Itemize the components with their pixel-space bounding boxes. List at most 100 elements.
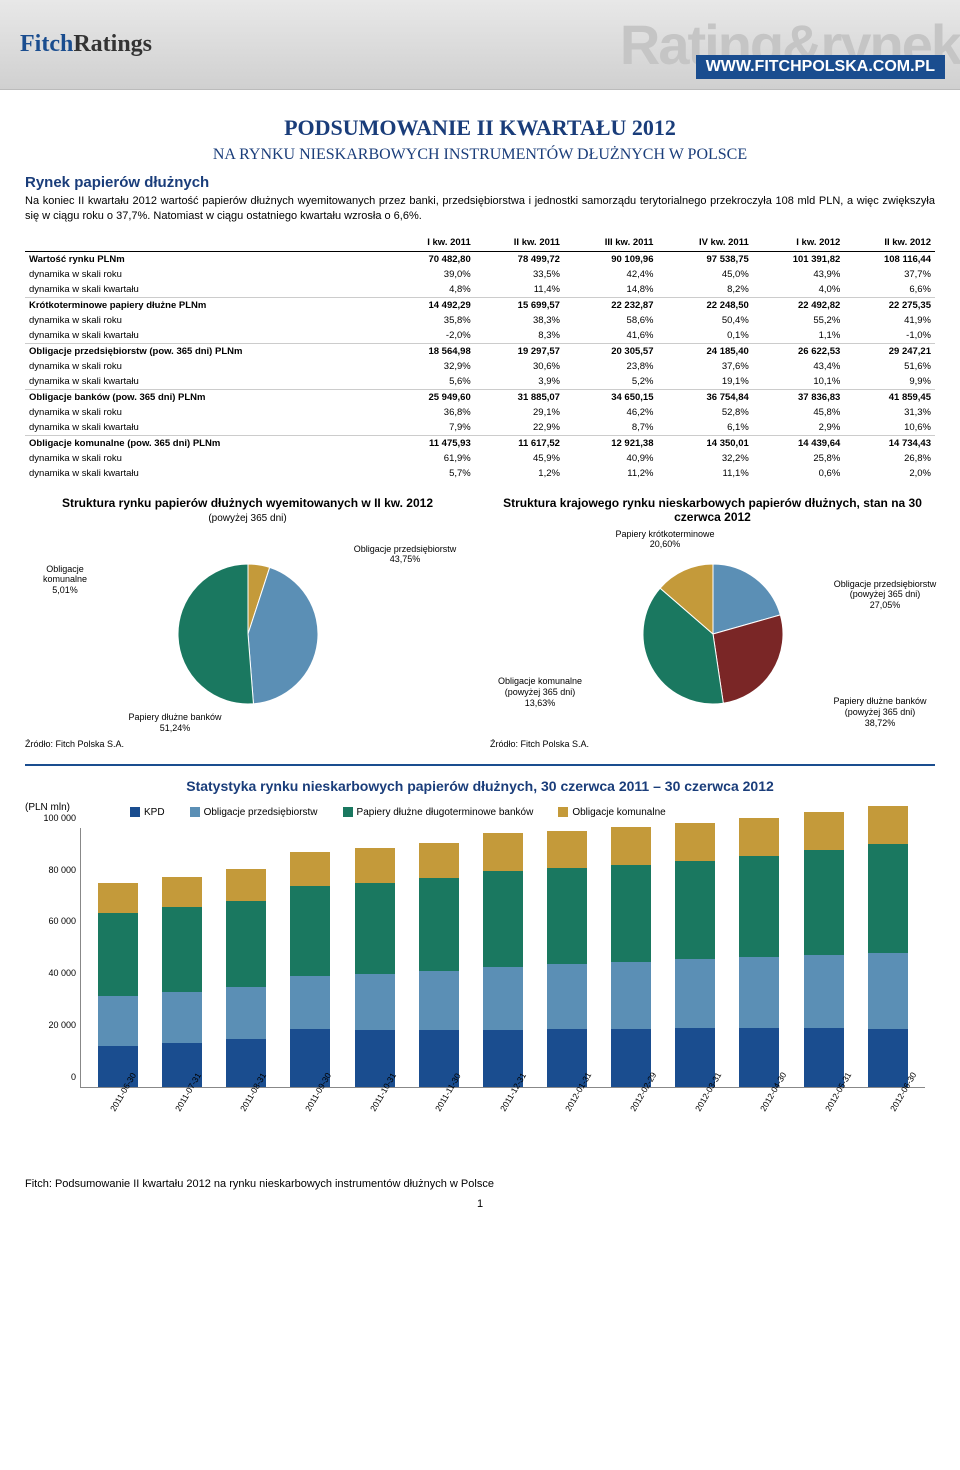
- table-row: dynamika w skali kwartału5,7%1,2%11,2%11…: [25, 466, 935, 481]
- table-row: dynamika w skali kwartału4,8%11,4%14,8%8…: [25, 282, 935, 298]
- source-left: Źródło: Fitch Polska S.A.: [25, 739, 470, 749]
- bar-segment: [162, 992, 202, 1043]
- table-header: II kw. 2011: [475, 234, 564, 252]
- bar-segment: [98, 913, 138, 996]
- y-tick: 20 000: [31, 1020, 76, 1030]
- bar-group: [162, 877, 202, 1087]
- bar-segment: [290, 976, 330, 1029]
- section-heading: Rynek papierów dłużnych: [25, 174, 935, 191]
- bar-segment: [675, 823, 715, 860]
- fitch-logo: FitchRatings: [20, 31, 152, 58]
- bar-segment: [868, 844, 908, 953]
- bar-group: [355, 848, 395, 1087]
- pie-left-title: Struktura rynku papierów dłużnych wyemit…: [25, 496, 470, 524]
- bar-segment: [611, 827, 651, 864]
- bar-group: [739, 818, 779, 1087]
- barchart-legend: KPDObligacje przedsiębiorstwPapiery dłuż…: [130, 807, 666, 818]
- bar-group: [98, 883, 138, 1087]
- main-subtitle: NA RYNKU NIESKARBOWYCH INSTRUMENTÓW DŁUŻ…: [25, 146, 935, 164]
- table-row: Obligacje banków (pow. 365 dni) PLNm25 9…: [25, 389, 935, 405]
- bar-group: [675, 823, 715, 1086]
- bar-segment: [611, 865, 651, 962]
- barchart-title: Statystyka rynku nieskarbowych papierów …: [25, 778, 935, 794]
- bar-segment: [739, 957, 779, 1029]
- bar-segment: [355, 883, 395, 975]
- table-header: [25, 234, 390, 252]
- main-title: PODSUMOWANIE II KWARTAŁU 2012: [25, 115, 935, 141]
- page-footer: Fitch: Podsumowanie II kwartału 2012 na …: [0, 1178, 960, 1190]
- table-header: I kw. 2011: [390, 234, 475, 252]
- pie-slice-label: Obligacje przedsiębiorstw (powyżej 365 d…: [825, 579, 945, 611]
- bar-segment: [419, 878, 459, 971]
- pie-right: Struktura krajowego rynku nieskarbowych …: [490, 496, 935, 749]
- legend-item: Papiery dłużne długoterminowe banków: [343, 807, 534, 818]
- table-row: dynamika w skali roku39,0%33,5%42,4%45,0…: [25, 267, 935, 282]
- bar-group: [804, 812, 844, 1086]
- intro-text: Na koniec II kwartału 2012 wartość papie…: [25, 194, 935, 224]
- bar-group: [290, 852, 330, 1086]
- bar-segment: [868, 1029, 908, 1087]
- bar-segment: [804, 1028, 844, 1086]
- bar-segment: [98, 996, 138, 1046]
- bar-segment: [804, 850, 844, 955]
- bar-segment: [868, 953, 908, 1029]
- pie-slice-label: Papiery dłużne banków (powyżej 365 dni)3…: [825, 696, 935, 728]
- pie-charts-row: Struktura rynku papierów dłużnych wyemit…: [25, 496, 935, 749]
- bar-segment: [419, 843, 459, 879]
- y-tick: 40 000: [31, 968, 76, 978]
- table-row: Obligacje komunalne (pow. 365 dni) PLNm1…: [25, 435, 935, 451]
- bar-segment: [483, 871, 523, 967]
- bar-segment: [355, 974, 395, 1030]
- bar-group: [419, 843, 459, 1087]
- bar-group: [226, 869, 266, 1087]
- bar-segment: [483, 967, 523, 1030]
- table-row: dynamika w skali kwartału7,9%22,9%8,7%6,…: [25, 420, 935, 436]
- bar-segment: [547, 831, 587, 868]
- table-row: dynamika w skali roku36,8%29,1%46,2%52,8…: [25, 405, 935, 420]
- pie-right-title: Struktura krajowego rynku nieskarbowych …: [490, 496, 935, 524]
- bar-segment: [804, 812, 844, 850]
- pie-left: Struktura rynku papierów dłużnych wyemit…: [25, 496, 470, 749]
- bar-segment: [226, 987, 266, 1038]
- bar-segment: [162, 907, 202, 992]
- header-url: WWW.FITCHPOLSKA.COM.PL: [696, 55, 945, 79]
- page-content: PODSUMOWANIE II KWARTAŁU 2012 NA RYNKU N…: [0, 90, 960, 1118]
- bar-segment: [868, 806, 908, 844]
- pie-slice-label: Obligacje komunalne (powyżej 365 dni)13,…: [490, 676, 590, 708]
- y-tick: 0: [31, 1072, 76, 1082]
- bar-segment: [98, 883, 138, 913]
- pie-slice-label: Papiery krótkoterminowe20,60%: [610, 529, 720, 551]
- bar-segment: [739, 1028, 779, 1086]
- table-row: Obligacje przedsiębiorstw (pow. 365 dni)…: [25, 343, 935, 359]
- table-row: dynamika w skali kwartału-2,0%8,3%41,6%0…: [25, 328, 935, 344]
- main-data-table: I kw. 2011II kw. 2011III kw. 2011IV kw. …: [25, 234, 935, 481]
- table-header: II kw. 2012: [844, 234, 935, 252]
- bar-segment: [675, 959, 715, 1028]
- table-row: Krótkoterminowe papiery dłużne PLNm14 49…: [25, 297, 935, 313]
- bar-segment: [547, 868, 587, 964]
- table-header: IV kw. 2011: [657, 234, 752, 252]
- y-tick: 100 000: [31, 813, 76, 823]
- table-row: dynamika w skali kwartału5,6%3,9%5,2%19,…: [25, 374, 935, 390]
- bar-segment: [483, 833, 523, 870]
- table-header: I kw. 2012: [753, 234, 845, 252]
- source-right: Źródło: Fitch Polska S.A.: [490, 739, 935, 749]
- table-header: III kw. 2011: [564, 234, 658, 252]
- stacked-bar-chart: 020 00040 00060 00080 000100 000: [80, 828, 925, 1088]
- y-tick: 80 000: [31, 865, 76, 875]
- pie-slice-label: Obligacje przedsiębiorstw43,75%: [350, 544, 460, 566]
- bar-group: [868, 806, 908, 1087]
- bar-group: [547, 831, 587, 1087]
- page-header: Rating&rynek FitchRatings WWW.FITCHPOLSK…: [0, 0, 960, 90]
- divider: [25, 764, 935, 766]
- bar-segment: [162, 877, 202, 908]
- bar-segment: [226, 869, 266, 901]
- pie-slice-label: Obligacje komunalne5,01%: [25, 564, 105, 596]
- bar-group: [483, 833, 523, 1086]
- pie-slice-label: Papiery dłużne banków51,24%: [125, 712, 225, 734]
- table-row: dynamika w skali roku61,9%45,9%40,9%32,2…: [25, 451, 935, 466]
- bar-segment: [804, 955, 844, 1029]
- bar-segment: [675, 861, 715, 959]
- bar-segment: [419, 971, 459, 1030]
- y-axis-label: (PLN mln): [25, 802, 70, 813]
